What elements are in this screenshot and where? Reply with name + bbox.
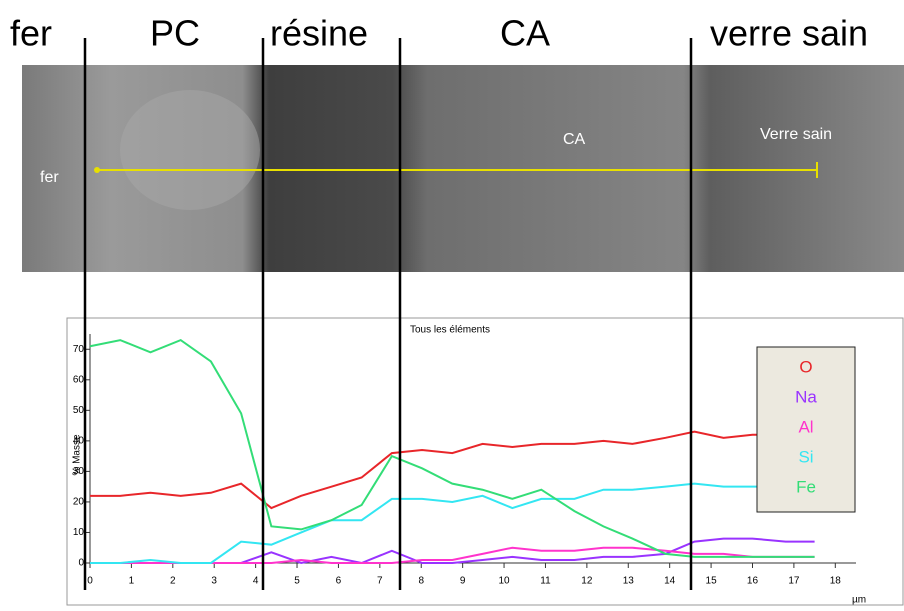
legend-label: Na	[795, 387, 817, 406]
zone-boundaries	[83, 38, 693, 590]
y-tick-label: 0	[78, 558, 84, 569]
x-tick-label: 4	[253, 576, 259, 587]
x-tick-label: 12	[581, 576, 593, 587]
image-label: fer	[40, 169, 59, 186]
x-tick-label: 17	[788, 576, 800, 587]
x-tick-label: 1	[129, 576, 135, 587]
y-tick-label: 70	[73, 344, 85, 355]
series-line	[90, 430, 815, 510]
x-tick-label: 3	[211, 576, 217, 587]
zone-label: verre sain	[710, 13, 868, 54]
image-label: CA	[563, 131, 586, 148]
x-tick-label: 6	[336, 576, 342, 587]
y-tick-label: 50	[73, 405, 85, 416]
legend: O Na Al Si Fe	[756, 346, 856, 513]
x-tick-label: 5	[294, 576, 300, 587]
legend-label: Al	[798, 417, 813, 436]
sem-texture	[120, 90, 260, 210]
x-tick-label: 16	[747, 576, 759, 587]
x-tick-label: 14	[664, 576, 676, 587]
x-tick-label: 10	[498, 576, 510, 587]
x-tick-label: 15	[706, 576, 718, 587]
x-tick-label: 2	[170, 576, 176, 587]
legend-label: O	[799, 357, 812, 376]
series-line	[90, 482, 815, 564]
x-axis-label: µm	[852, 595, 866, 606]
legend-label: Si	[798, 447, 813, 466]
zone-label: PC	[150, 13, 200, 54]
x-tick-label: 13	[623, 576, 635, 587]
x-tick-label: 0	[87, 576, 93, 587]
x-tick-label: 11	[540, 576, 551, 587]
legend-box	[756, 346, 856, 513]
y-tick-label: 40	[73, 436, 85, 447]
y-tick-label: 60	[73, 374, 85, 385]
y-axis-label: % Masse	[72, 434, 83, 476]
x-tick-label: 9	[460, 576, 466, 587]
scan-start	[94, 167, 100, 173]
zone-label: CA	[500, 13, 550, 54]
legend-label: Fe	[796, 477, 816, 496]
x-tick-label: 8	[418, 576, 424, 587]
zone-label: résine	[270, 13, 368, 54]
y-tick-label: 20	[73, 497, 85, 508]
series-line	[89, 338, 815, 558]
image-label: Verre sain	[760, 126, 832, 143]
zone-label: fer	[10, 13, 52, 54]
x-tick-label: 18	[830, 576, 842, 587]
y-tick-label: 10	[73, 527, 85, 538]
chart-title: Tous les éléments	[410, 325, 490, 336]
x-tick-label: 7	[377, 576, 383, 587]
y-tick-label: 30	[73, 466, 85, 477]
